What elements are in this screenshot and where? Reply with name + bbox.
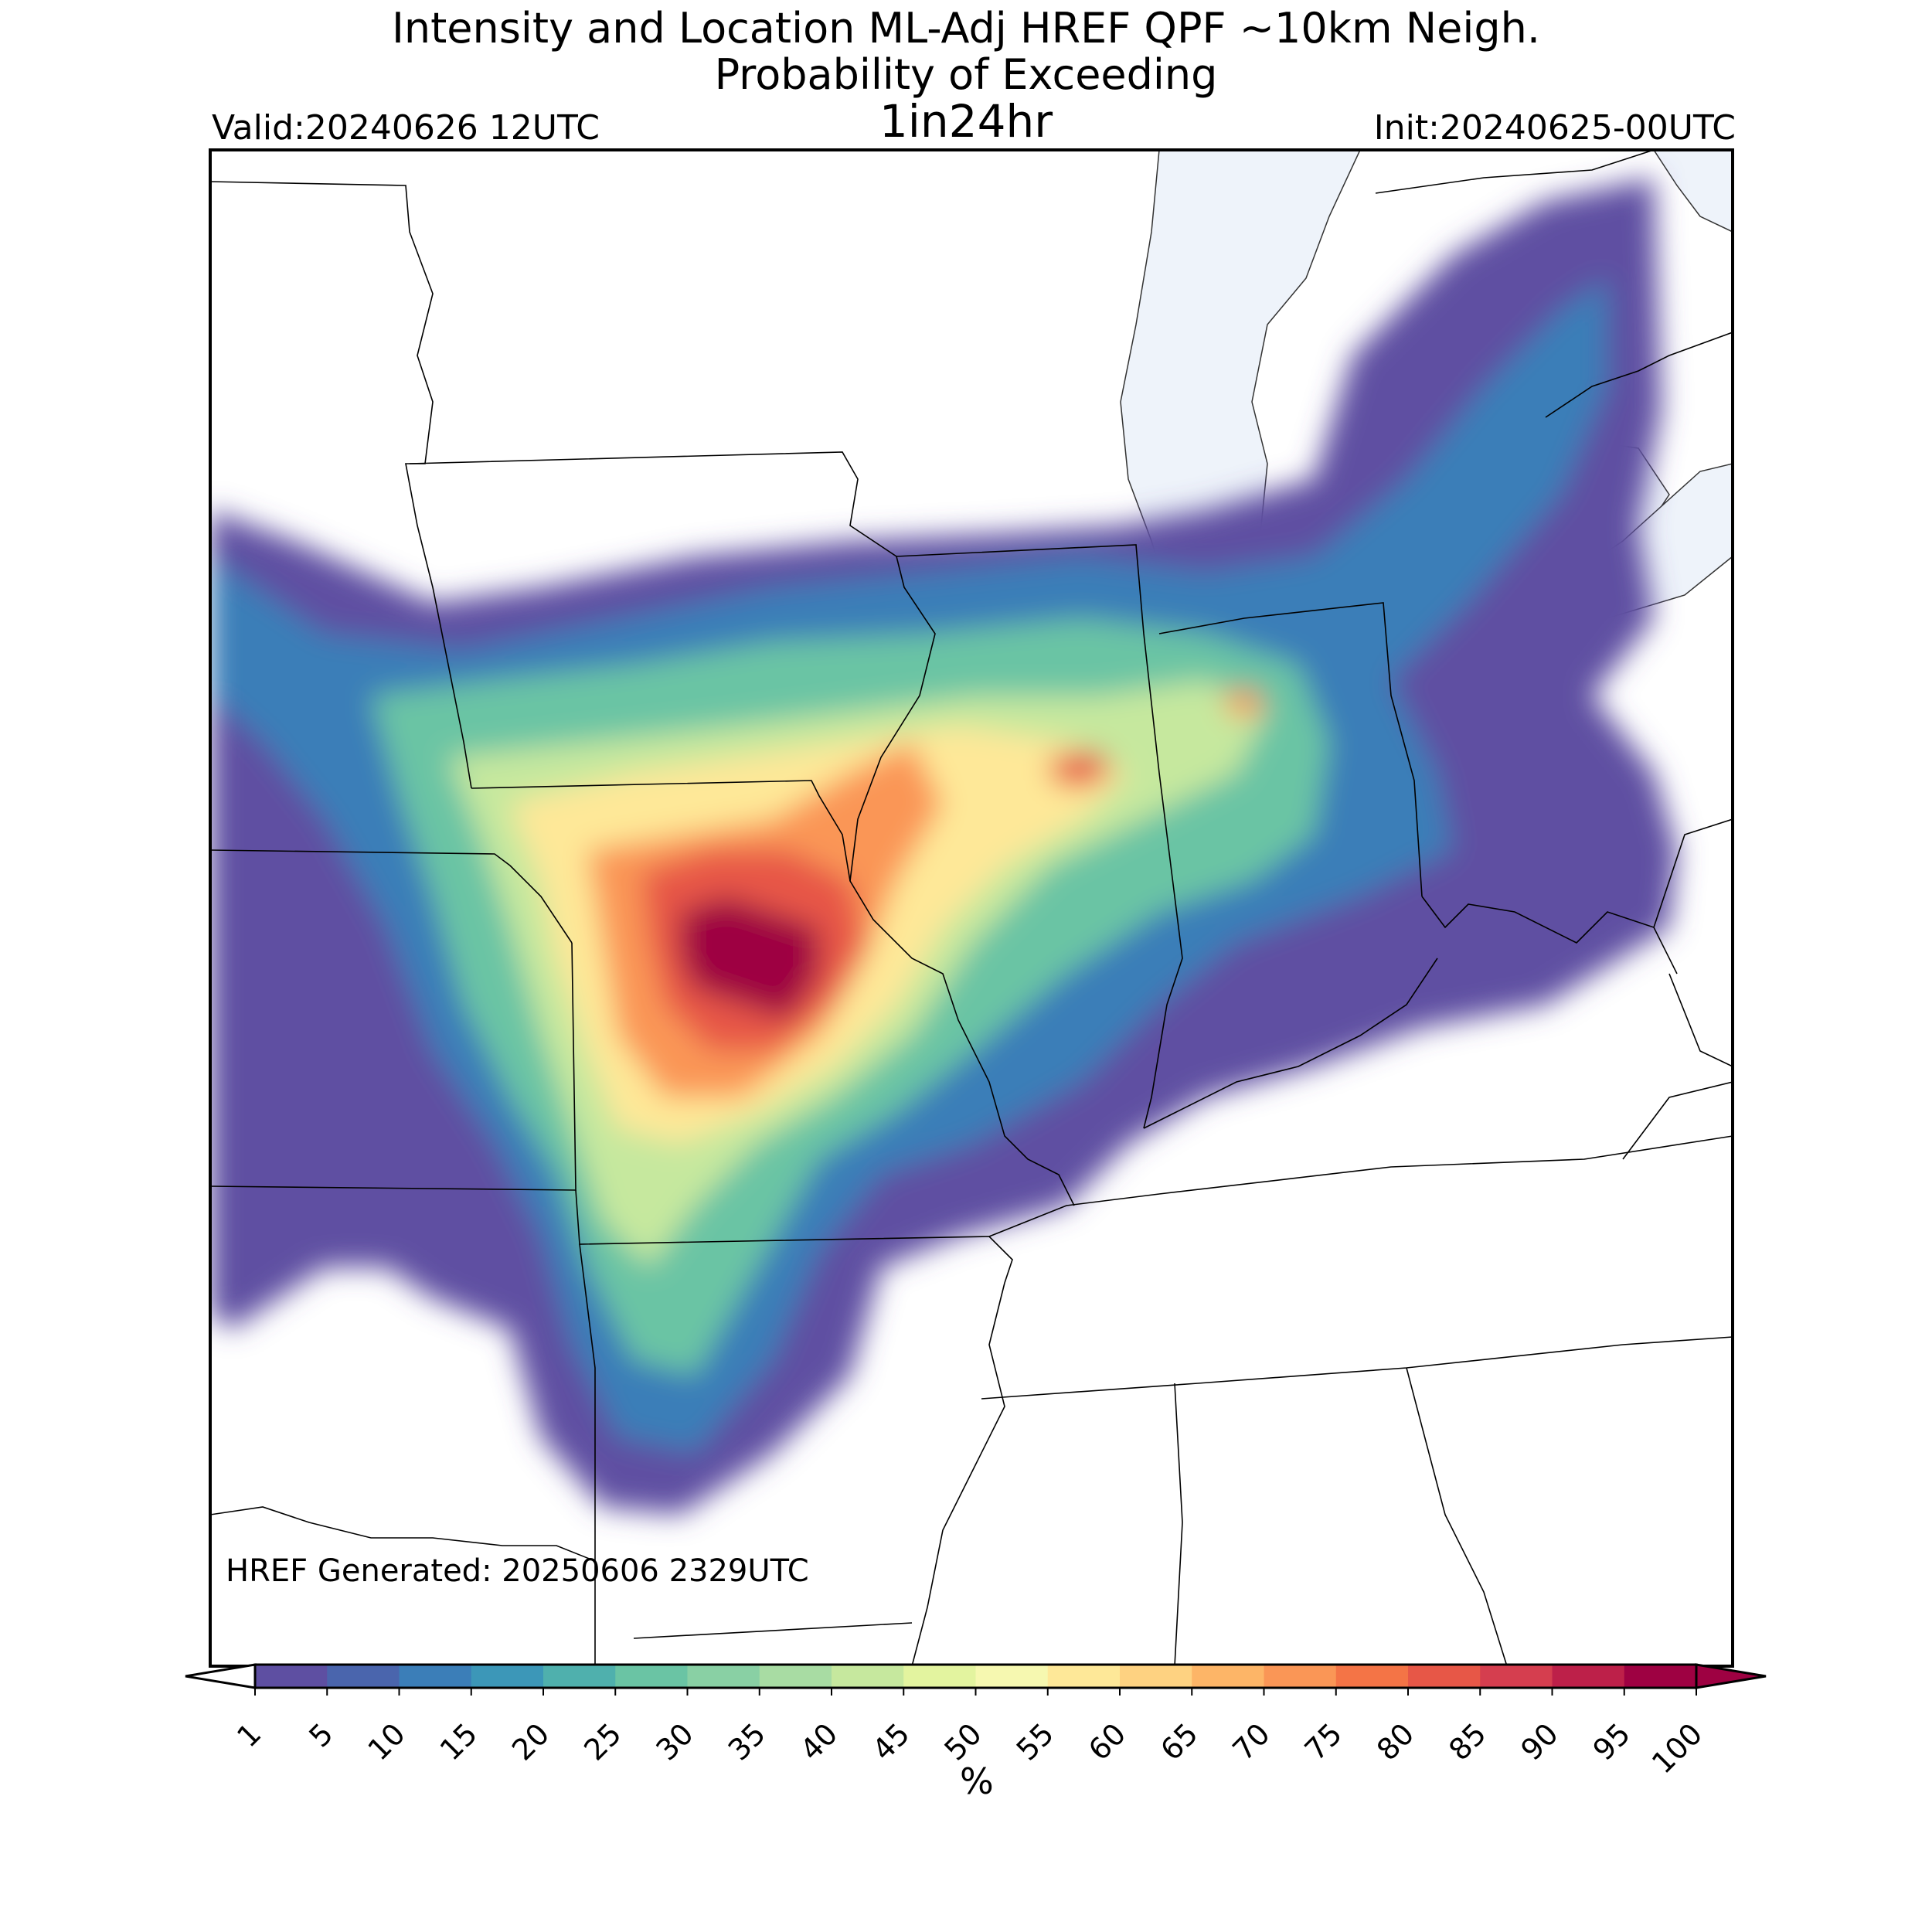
colorbar-unit-label: % [960,1760,994,1802]
colorbar-under-arrow [185,1663,257,1689]
colorbar-tick-label: 1 [230,1716,267,1753]
colorbar-cell [1192,1665,1264,1688]
colorbar-tick-label: 65 [1154,1716,1204,1767]
colorbar-cell [327,1665,400,1688]
colorbar-tick-label: 90 [1515,1716,1565,1767]
colorbar-tick-label: 100 [1645,1716,1709,1780]
colorbar-tick-label: 15 [434,1716,484,1767]
colorbar-tick-label: 55 [1010,1716,1060,1767]
probability-field [210,178,1677,1515]
colorbar-tick-label: 70 [1226,1716,1277,1767]
colorbar-tick-label: 50 [938,1716,988,1767]
colorbar-cell [1264,1665,1337,1688]
colorbar-tick-label: 10 [362,1716,412,1767]
colorbar-tick-label: 25 [577,1716,628,1767]
colorbar-tick-label: 60 [1082,1716,1132,1767]
generated-timestamp: HREF Generated: 20250606 2329UTC [226,1553,809,1589]
colorbar-cell [615,1665,688,1688]
colorbar-cell [1408,1665,1481,1688]
title-line-2: Probability of Exceeding [714,50,1218,99]
colorbar-cell [471,1665,544,1688]
colorbar-cell [903,1665,976,1688]
colorbar-cell [687,1665,760,1688]
init-time-label: Init:20240625-00UTC [1373,108,1736,148]
colorbar-cell [759,1665,832,1688]
colorbar-tick-label: 80 [1370,1716,1420,1767]
colorbar-cell [1120,1665,1192,1688]
colorbar-tick-label: 45 [866,1716,916,1767]
colorbar-tick-label: 85 [1442,1716,1492,1767]
colorbar-tick-label: 20 [505,1716,556,1767]
colorbar-cell [1480,1665,1553,1688]
colorbar-tick-label: 40 [794,1716,844,1767]
title-line-1: Intensity and Location ML-Adj HREF QPF ~… [391,4,1541,53]
valid-time-label: Valid:20240626 12UTC [212,108,600,148]
colorbar-tick-label: 95 [1587,1716,1637,1767]
colorbar-cell [1624,1665,1697,1688]
colorbar-cell [255,1665,328,1688]
colorbar-cell [399,1665,472,1688]
colorbar-cells [185,1663,1767,1689]
colorbar-tick-label: 75 [1298,1716,1349,1767]
colorbar-cell [1335,1665,1409,1688]
colorbar-cell [1552,1665,1625,1688]
colorbar-over-arrow [1695,1663,1767,1689]
colorbar-tick-label: 5 [302,1716,339,1753]
colorbar-tick-label: 35 [722,1716,772,1767]
colorbar-cell [975,1665,1049,1688]
colorbar-cell [1047,1665,1121,1688]
title-line-3: 1in24hr [879,95,1053,148]
state-borders [210,150,1733,1666]
colorbar-tick-label: 30 [650,1716,700,1767]
colorbar-cell [543,1665,616,1688]
colorbar-cell [832,1665,904,1688]
